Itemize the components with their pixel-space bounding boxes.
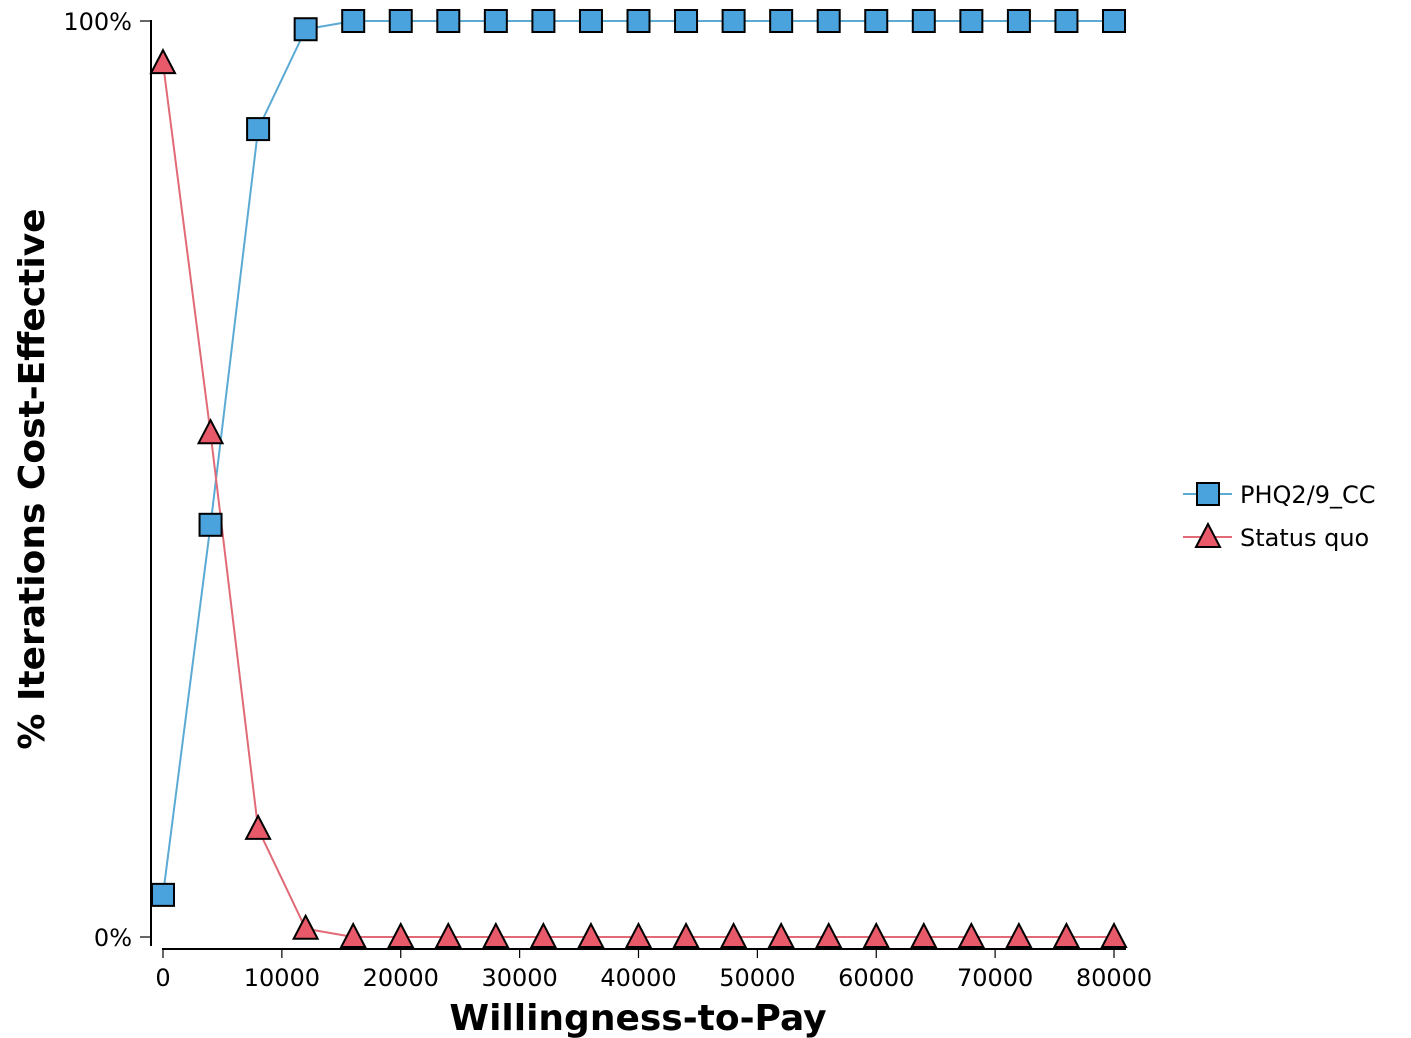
data-point-square [626,9,651,33]
data-point-triangle [196,418,225,445]
data-point-triangle [910,921,938,948]
data-point-square [1006,9,1031,33]
data-point-triangle [577,921,605,948]
legend-item: PHQ2/9_CC [1183,481,1376,509]
x-tick-label: 10000 [244,964,320,992]
data-point-triangle [719,921,748,948]
data-point-square [246,117,271,142]
x-axis-title: Willingness-to-Pay [449,998,826,1038]
data-point-square [721,9,746,33]
data-point-triangle [1052,921,1081,948]
y-axis-title: % Iterations Cost-Effective [12,208,53,749]
series-square [162,20,1114,895]
ticks: 0 10000 20000 30000 40000 50000 60000 70000 8000… [63,8,1152,992]
x-tick-label: 80000 [1076,964,1152,992]
x-tick-label: 60000 [838,964,914,992]
data-point-triangle [434,921,462,948]
x-tick-label: 20000 [363,964,439,992]
legend-marker-triangle [1194,521,1222,548]
y-tick-label: 100% [63,8,132,36]
x-tick-label: 40000 [600,964,676,992]
data-point-triangle [292,913,320,940]
axes: Willingness-to-Pay % Iterations Cost-Eff… [12,20,1126,1038]
data-point-square [911,9,936,33]
legend-label: PHQ2/9_CC [1240,481,1376,509]
legend: PHQ2/9_CC Status quo [1183,481,1376,552]
x-tick-label: 70000 [957,964,1033,992]
data-point-triangle [529,921,558,948]
data-point-square [864,9,889,33]
data-point-triangle [862,921,890,948]
x-tick-label: 0 [155,964,170,992]
data-point-square [769,9,794,33]
data-point-triangle [815,921,843,948]
series-triangle [162,63,1114,938]
data-point-square [341,9,366,33]
data-point-triangle [1100,921,1128,948]
data-point-square [1054,9,1079,33]
data-point-triangle [672,921,700,948]
series-markers [149,47,1128,948]
data-point-square [674,9,699,33]
legend-label: Status quo [1240,524,1369,552]
data-point-square [388,9,413,33]
legend-marker-square [1196,482,1220,506]
series [149,9,1128,948]
data-point-triangle [244,813,272,840]
data-point-square [198,512,223,537]
data-point-triangle [339,921,367,948]
data-point-square [436,9,461,33]
series-markers [151,9,1126,907]
data-point-triangle [957,921,985,948]
data-point-square [483,9,508,33]
y-tick-label: 0% [94,924,132,952]
data-point-square [531,9,556,33]
data-point-square [1102,9,1126,33]
data-point-square [151,882,175,907]
legend-item: Status quo [1183,521,1369,552]
data-point-square [293,17,318,42]
x-tick-label: 30000 [481,964,557,992]
data-point-triangle [387,921,415,948]
data-point-triangle [149,47,177,75]
data-point-triangle [767,921,795,948]
series-line [162,20,1114,895]
x-tick-label: 50000 [719,964,795,992]
data-point-triangle [482,921,510,948]
data-point-square [816,9,841,33]
data-point-square [578,9,603,33]
series-line [162,63,1114,938]
data-point-triangle [1005,921,1033,948]
data-point-triangle [624,921,653,948]
data-point-square [959,9,984,33]
